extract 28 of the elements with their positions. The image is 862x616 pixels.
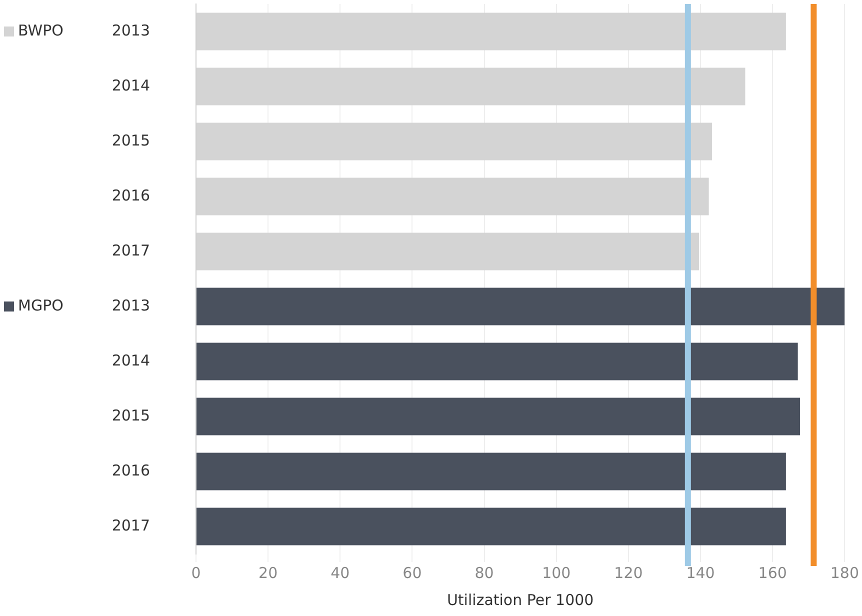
x-axis-title: Utilization Per 1000 [446, 590, 594, 609]
y-tick-label: 2015 [112, 131, 150, 150]
y-tick-label: 2013 [112, 296, 150, 314]
x-tick-label: 0 [191, 564, 201, 582]
legend-label: BWPO [18, 21, 64, 40]
x-tick-label: 160 [758, 564, 787, 582]
y-tick-label: 2017 [112, 241, 150, 260]
bar [196, 288, 845, 326]
y-tick-label: 2017 [112, 516, 150, 534]
bar [196, 398, 800, 436]
y-tick-label: 2016 [112, 186, 150, 204]
x-tick-label: 20 [258, 564, 278, 582]
x-tick-label: 60 [402, 564, 422, 582]
x-tick-label: 120 [614, 564, 643, 582]
y-tick-label: 2013 [112, 21, 150, 40]
x-tick-label: 40 [330, 564, 350, 582]
bar [196, 342, 798, 380]
x-tick-label: 80 [474, 564, 494, 582]
x-tick-label: 100 [542, 564, 571, 582]
legend-label: MGPO [18, 296, 64, 314]
bar [196, 452, 786, 490]
x-tick-label: 140 [686, 564, 715, 582]
y-tick-label: 2014 [112, 351, 150, 370]
y-tick-label: 2014 [112, 76, 150, 94]
x-tick-label: 180 [830, 564, 860, 582]
y-tick-label: 2015 [112, 406, 150, 424]
bar [196, 508, 786, 546]
y-tick-label: 2016 [112, 461, 150, 480]
